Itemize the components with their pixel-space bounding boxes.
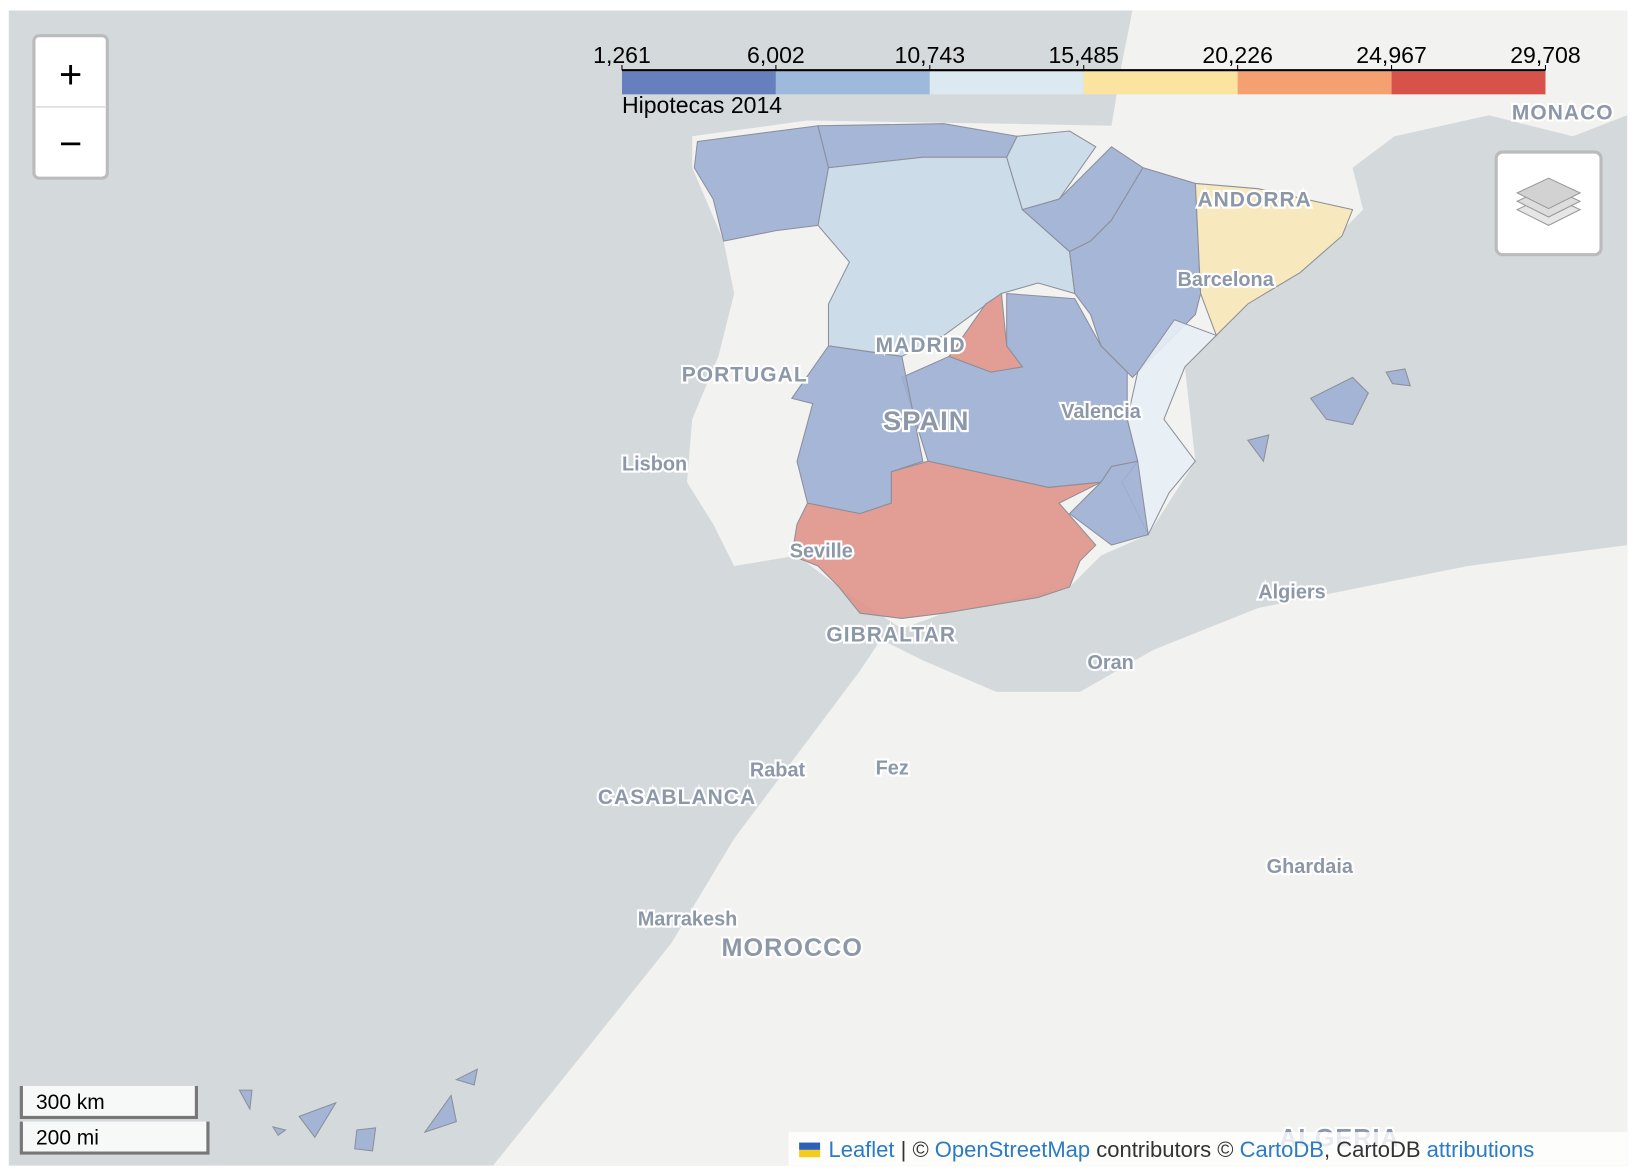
scale-line — [19, 1085, 198, 1119]
legend-swatch — [621, 71, 776, 95]
city-label: Barcelona — [1178, 269, 1275, 291]
link[interactable]: CartoDB — [1240, 1137, 1324, 1162]
legend-title: Hipotecas 2014 — [622, 92, 782, 118]
legend-swatch — [1083, 71, 1238, 95]
city-label: CASABLANCA — [598, 786, 756, 809]
city-label: Rabat — [750, 760, 806, 782]
scale-bar — [21, 1085, 197, 1118]
zoom-control: + − — [32, 34, 109, 180]
text: , CartoDB — [1324, 1137, 1427, 1162]
attribution: Leaflet | © OpenStreetMap contributors ©… — [788, 1132, 1628, 1166]
zoom-out[interactable]: − — [59, 122, 82, 166]
flag — [799, 1149, 821, 1158]
legend-swatch — [929, 71, 1084, 95]
country-label: MONACO — [1512, 101, 1614, 124]
link[interactable]: OpenStreetMap — [935, 1137, 1090, 1162]
scale: 300 km 200 mi — [19, 1085, 210, 1155]
land — [493, 545, 1628, 1166]
legend-swatch — [1237, 71, 1392, 95]
city-label: Valencia — [1061, 401, 1142, 423]
region — [948, 292, 1024, 373]
text: | © — [895, 1137, 935, 1162]
legend-tick-label: 6,002 — [747, 42, 805, 68]
city-label: Marrakesh — [638, 909, 738, 931]
legend-tick-label: 20,226 — [1202, 42, 1273, 68]
region — [423, 1094, 457, 1134]
text: contributors © — [1090, 1137, 1240, 1162]
legend-tick-label: 29,708 — [1510, 42, 1580, 68]
region — [1194, 182, 1354, 337]
legend-swatch — [1391, 71, 1546, 95]
region — [1385, 368, 1411, 387]
city-label: Fez — [876, 758, 909, 780]
layers-control[interactable] — [1494, 150, 1603, 257]
scale-metric: 300 km — [36, 1091, 105, 1114]
regions — [238, 123, 1411, 1152]
link[interactable]: Leaflet — [828, 1137, 894, 1162]
city-label: Ghardaia — [1267, 856, 1354, 878]
country-label: SPAIN — [883, 405, 970, 436]
region — [354, 1127, 377, 1152]
scale-bar — [21, 1121, 208, 1154]
legend-tick-label: 10,743 — [895, 42, 966, 68]
region — [1246, 434, 1270, 463]
city-label: Lisbon — [622, 454, 687, 476]
region — [1068, 460, 1149, 546]
city-label: MADRID — [876, 334, 966, 357]
city-label: Seville — [790, 541, 853, 563]
legend-tick-label: 24,967 — [1356, 42, 1427, 68]
legend-tick-label: 15,485 — [1048, 42, 1119, 68]
scale-line — [19, 1121, 210, 1155]
country-label: GIBRALTAR — [826, 624, 956, 647]
zoom-in[interactable]: + — [59, 53, 82, 97]
region — [791, 460, 1102, 619]
country-label: PORTUGAL — [682, 364, 808, 387]
legend-swatch — [775, 71, 930, 95]
city-label: Oran — [1087, 652, 1133, 674]
legend-tick-label: 1,261 — [593, 42, 651, 68]
region — [271, 1126, 287, 1136]
country-label: MOROCCO — [722, 934, 863, 962]
region — [1309, 376, 1369, 426]
scale-imperial: 200 mi — [36, 1127, 99, 1150]
flag — [799, 1142, 821, 1150]
region — [298, 1101, 338, 1139]
city-label: Algiers — [1258, 582, 1326, 604]
legend: Hipotecas 2014 1,261 6,002 10,743 15,485 20,… — [593, 42, 1581, 118]
region — [454, 1068, 479, 1086]
attribution-bg — [788, 1132, 1628, 1166]
country-label: ANDORRA — [1197, 188, 1311, 211]
region — [238, 1089, 253, 1111]
link[interactable]: attributions — [1427, 1137, 1535, 1162]
attribution-text: Leaflet | © OpenStreetMap contributors ©… — [828, 1137, 1534, 1162]
layers-icon — [1515, 177, 1582, 210]
